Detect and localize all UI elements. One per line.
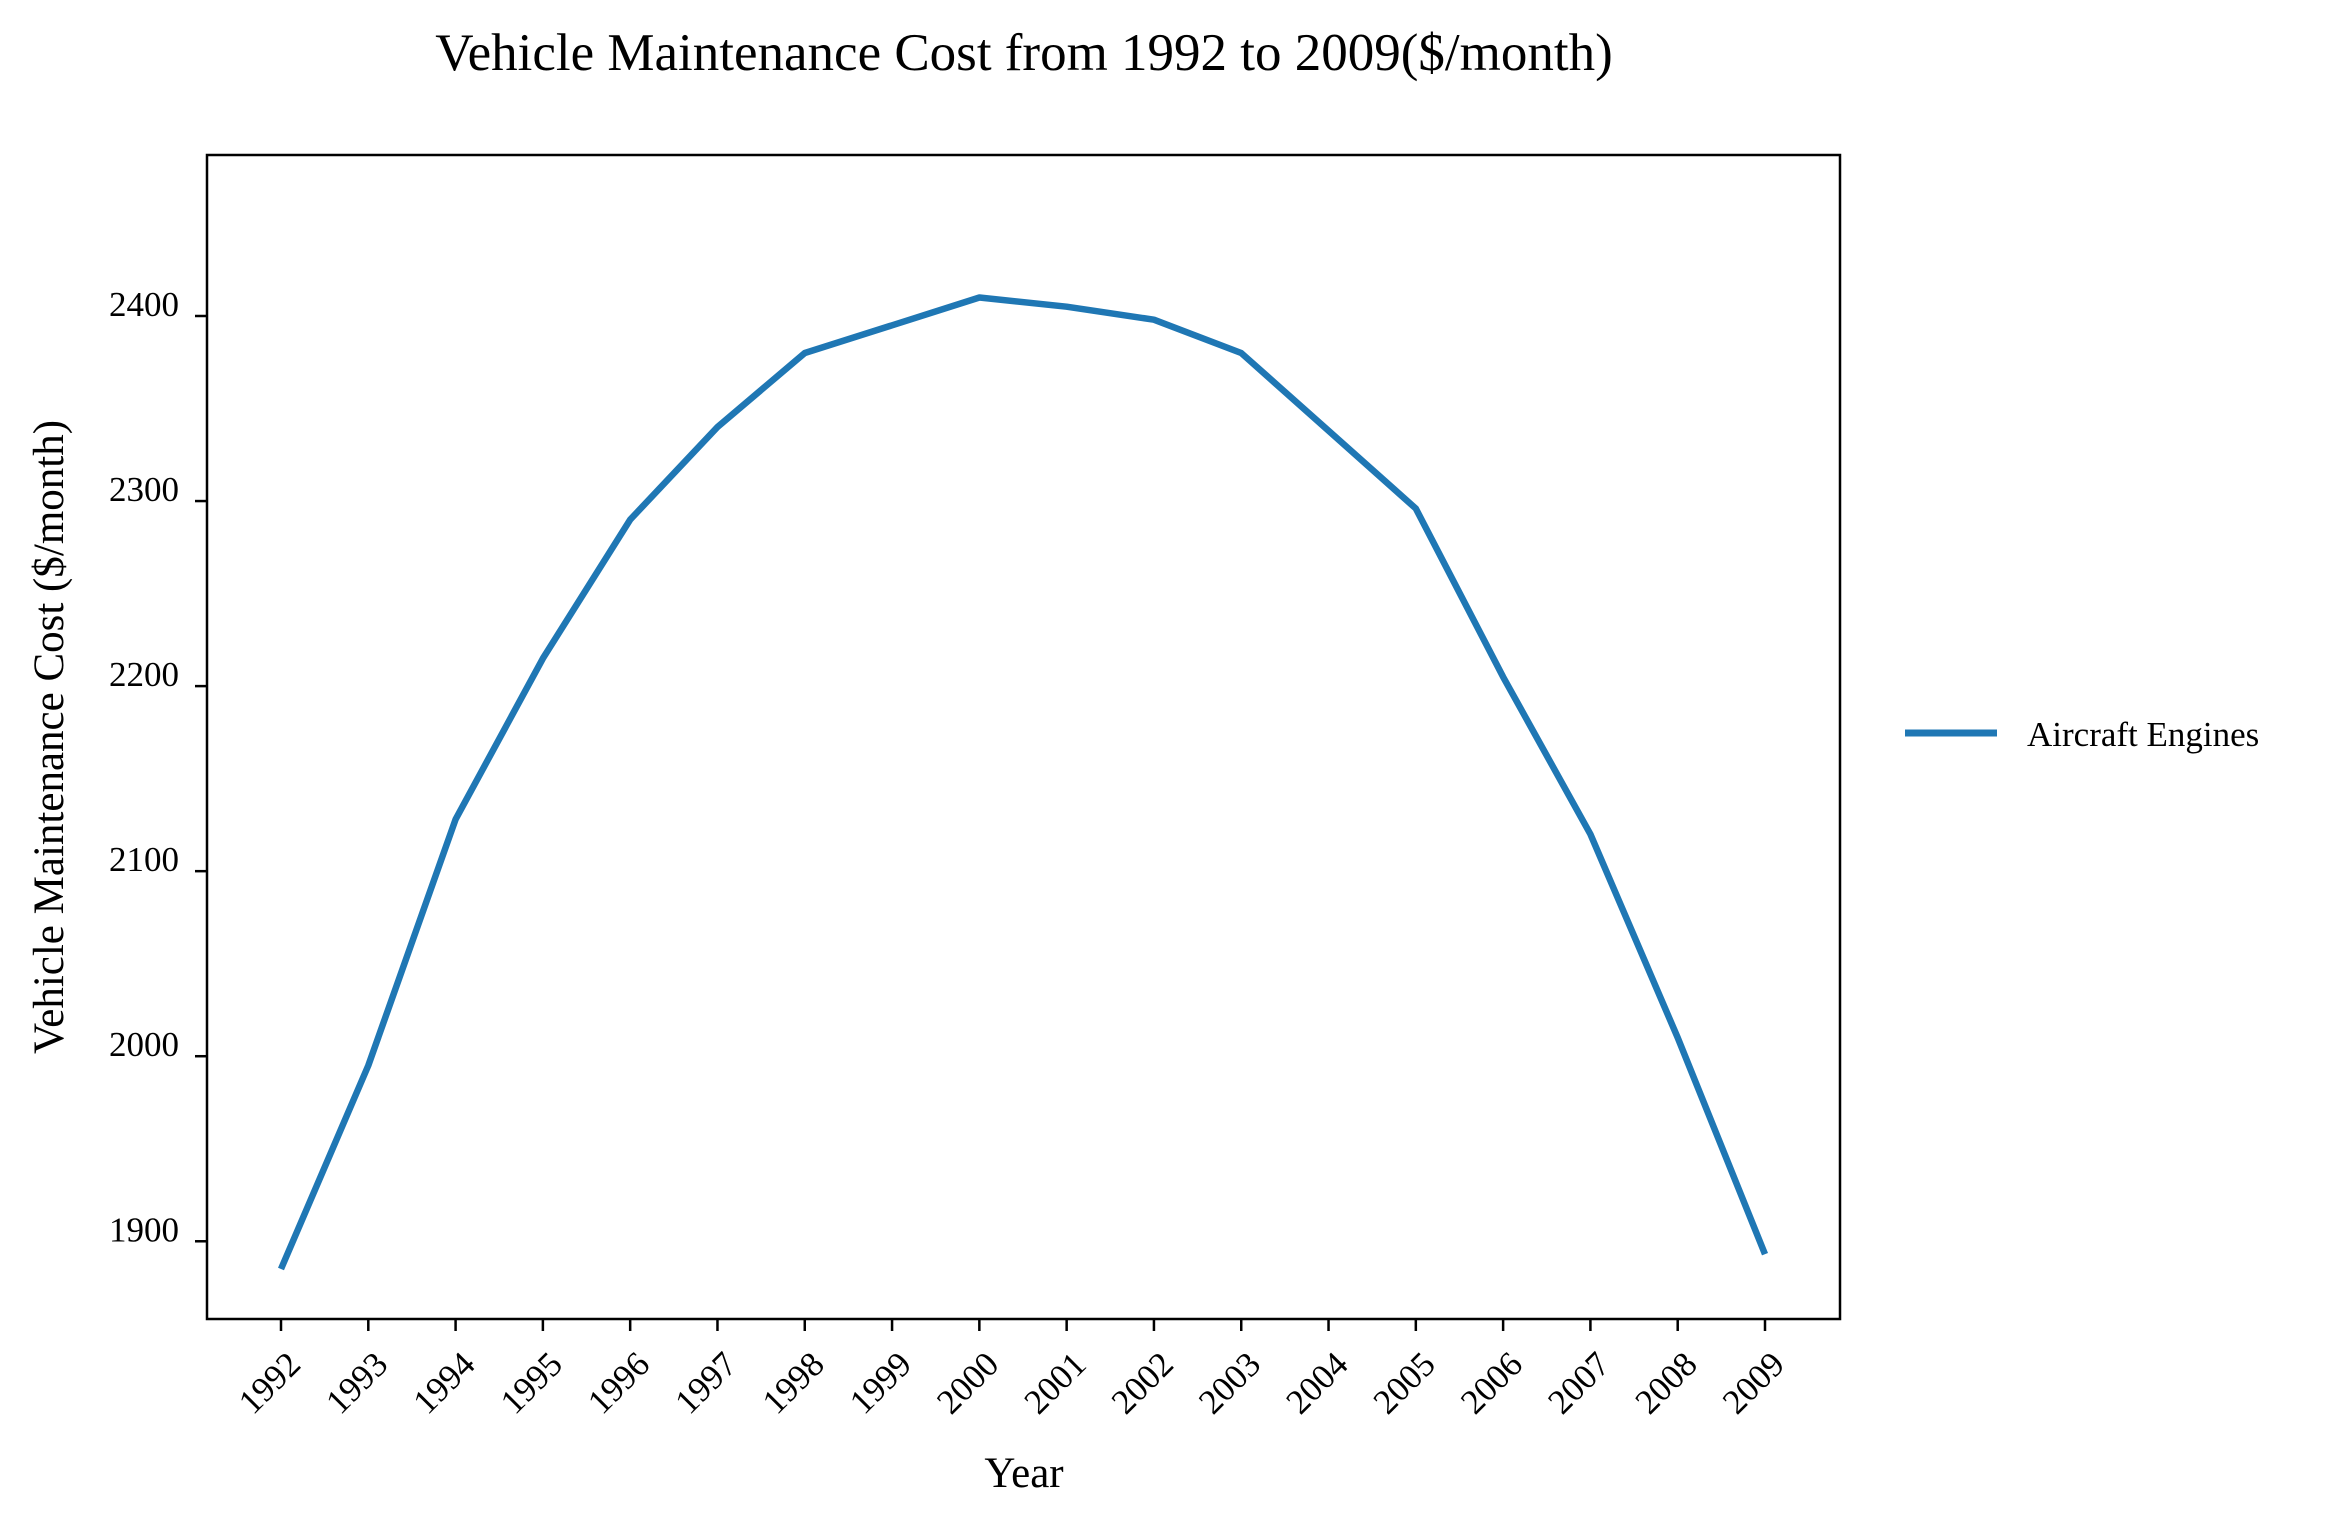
series-line-aircraft-engines [278, 294, 1769, 1271]
y-axis: 1900 2000 2100 2200 2300 2400 [109, 285, 207, 1249]
x-tick-label: 2007 [1540, 1344, 1617, 1421]
legend: Aircraft Engines [1905, 715, 2259, 754]
x-tick-label: 1998 [755, 1344, 832, 1421]
x-tick-label: 1996 [580, 1344, 657, 1421]
legend-label-aircraft-engines: Aircraft Engines [2027, 715, 2259, 754]
x-tick-label: 1999 [842, 1344, 919, 1421]
x-tick-label: 1997 [667, 1344, 744, 1421]
series-layer [278, 294, 1769, 1271]
x-tick-label: 2009 [1715, 1344, 1792, 1421]
y-tick-label: 2100 [109, 840, 179, 879]
x-tick-label: 2003 [1191, 1344, 1268, 1421]
x-tick-label: 2008 [1628, 1344, 1705, 1421]
x-tick-label: 2004 [1278, 1344, 1355, 1421]
x-tick-label: 1995 [493, 1344, 570, 1421]
y-tick-label: 2000 [109, 1025, 179, 1064]
x-tick-label: 1993 [318, 1344, 395, 1421]
x-axis-label: Year [984, 1450, 1063, 1497]
plot-area-frame [205, 153, 1842, 1321]
y-tick-label: 2400 [109, 285, 179, 324]
chart-title: Vehicle Maintenance Cost from 1992 to 20… [435, 24, 1613, 82]
x-tick-label: 2000 [929, 1344, 1006, 1421]
x-tick-label: 2002 [1104, 1344, 1181, 1421]
y-tick-label: 2300 [109, 470, 179, 509]
x-axis: 1992 1993 1994 1995 1996 1997 1998 1999 2000 2001… [231, 1319, 1792, 1421]
x-tick-label: 2001 [1017, 1344, 1094, 1421]
x-tick-label: 1992 [231, 1344, 308, 1421]
y-tick-label: 2200 [109, 655, 179, 694]
y-tick-label: 1900 [109, 1210, 179, 1249]
x-tick-label: 1994 [405, 1344, 482, 1421]
y-axis-label: Vehicle Maintenance Cost ($/month) [26, 420, 73, 1054]
x-tick-label: 2006 [1453, 1344, 1530, 1421]
x-tick-label: 2005 [1366, 1344, 1443, 1421]
